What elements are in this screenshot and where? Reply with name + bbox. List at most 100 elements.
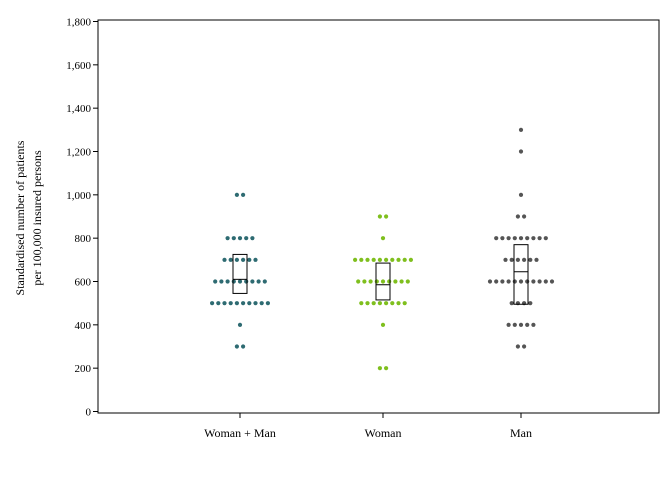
y-tick-label: 1,000 bbox=[66, 190, 91, 202]
series-group bbox=[210, 192, 270, 349]
data-point bbox=[525, 279, 530, 284]
data-point bbox=[371, 257, 376, 262]
box-iqr bbox=[513, 244, 529, 305]
data-point bbox=[390, 301, 395, 306]
y-axis-title: Standardised number of patients per 100,… bbox=[13, 140, 44, 295]
data-point bbox=[531, 236, 536, 241]
data-point bbox=[216, 301, 221, 306]
data-point bbox=[231, 236, 236, 241]
data-point bbox=[380, 279, 386, 284]
data-point bbox=[244, 236, 249, 241]
data-point bbox=[518, 236, 524, 241]
x-category-label: Woman bbox=[364, 426, 401, 440]
data-point bbox=[259, 301, 264, 306]
data-point bbox=[380, 236, 386, 241]
data-point bbox=[390, 257, 395, 262]
data-point bbox=[518, 192, 524, 197]
chart-marks bbox=[210, 127, 555, 371]
series-group bbox=[487, 127, 555, 349]
data-point bbox=[213, 279, 218, 284]
data-point bbox=[518, 322, 524, 327]
data-point bbox=[506, 322, 511, 327]
data-point bbox=[237, 236, 243, 241]
data-point bbox=[522, 344, 527, 349]
data-point bbox=[377, 214, 382, 219]
data-point bbox=[234, 257, 239, 262]
data-point bbox=[362, 279, 367, 284]
y-tick-label: 0 bbox=[86, 407, 92, 419]
data-point bbox=[543, 236, 548, 241]
x-category-label: Woman + Man bbox=[204, 426, 276, 440]
data-point bbox=[241, 257, 246, 262]
data-point bbox=[384, 301, 389, 306]
y-axis-title-line-2: per 100,000 insured persons bbox=[30, 150, 44, 286]
data-point bbox=[494, 236, 499, 241]
data-point bbox=[515, 344, 521, 349]
data-point bbox=[518, 149, 524, 154]
data-point bbox=[528, 257, 533, 262]
data-point bbox=[265, 301, 270, 306]
data-point bbox=[537, 279, 542, 284]
data-point bbox=[356, 279, 361, 284]
data-point bbox=[377, 366, 382, 371]
data-point bbox=[384, 257, 389, 262]
data-point bbox=[528, 301, 533, 306]
data-point bbox=[234, 301, 239, 306]
data-point bbox=[253, 301, 258, 306]
data-point bbox=[241, 301, 246, 306]
data-point bbox=[522, 214, 527, 219]
data-point bbox=[506, 279, 511, 284]
data-point bbox=[503, 257, 508, 262]
y-tick-label: 200 bbox=[75, 363, 92, 375]
data-point bbox=[384, 366, 389, 371]
data-point bbox=[500, 236, 505, 241]
data-point bbox=[515, 214, 521, 219]
data-point bbox=[377, 257, 382, 262]
data-point bbox=[237, 322, 243, 327]
data-point bbox=[509, 301, 514, 306]
data-point bbox=[512, 236, 517, 241]
data-point bbox=[231, 279, 236, 284]
data-point bbox=[384, 214, 389, 219]
data-point bbox=[515, 257, 521, 262]
data-point bbox=[359, 301, 364, 306]
data-point bbox=[250, 279, 255, 284]
data-point bbox=[525, 236, 530, 241]
data-point bbox=[518, 279, 524, 284]
data-point bbox=[396, 257, 401, 262]
data-point bbox=[237, 279, 243, 284]
data-point bbox=[365, 301, 370, 306]
data-point bbox=[368, 279, 373, 284]
data-point bbox=[371, 301, 376, 306]
data-point bbox=[518, 127, 524, 132]
data-point bbox=[549, 279, 555, 284]
data-point bbox=[500, 279, 505, 284]
y-tick-label: 1,800 bbox=[66, 17, 91, 29]
data-point bbox=[247, 257, 252, 262]
data-point bbox=[225, 236, 230, 241]
data-point bbox=[387, 279, 392, 284]
data-point bbox=[543, 279, 548, 284]
data-point bbox=[402, 301, 407, 306]
data-point bbox=[377, 301, 382, 306]
data-point bbox=[225, 279, 230, 284]
data-point bbox=[353, 257, 358, 262]
y-axis-title-line-1: Standardised number of patients bbox=[13, 140, 27, 295]
y-tick-label: 1,400 bbox=[66, 103, 91, 115]
data-point bbox=[487, 279, 493, 284]
data-point bbox=[399, 279, 404, 284]
data-point bbox=[402, 257, 407, 262]
y-tick-label: 600 bbox=[75, 277, 92, 289]
data-point bbox=[234, 344, 239, 349]
data-point bbox=[359, 257, 364, 262]
data-point bbox=[380, 322, 386, 327]
data-point bbox=[537, 236, 542, 241]
data-point bbox=[531, 279, 536, 284]
data-point bbox=[222, 257, 227, 262]
data-point bbox=[374, 279, 379, 284]
y-tick-label: 1,600 bbox=[66, 60, 91, 72]
data-point bbox=[241, 192, 246, 197]
data-point bbox=[509, 257, 514, 262]
data-point bbox=[228, 257, 233, 262]
